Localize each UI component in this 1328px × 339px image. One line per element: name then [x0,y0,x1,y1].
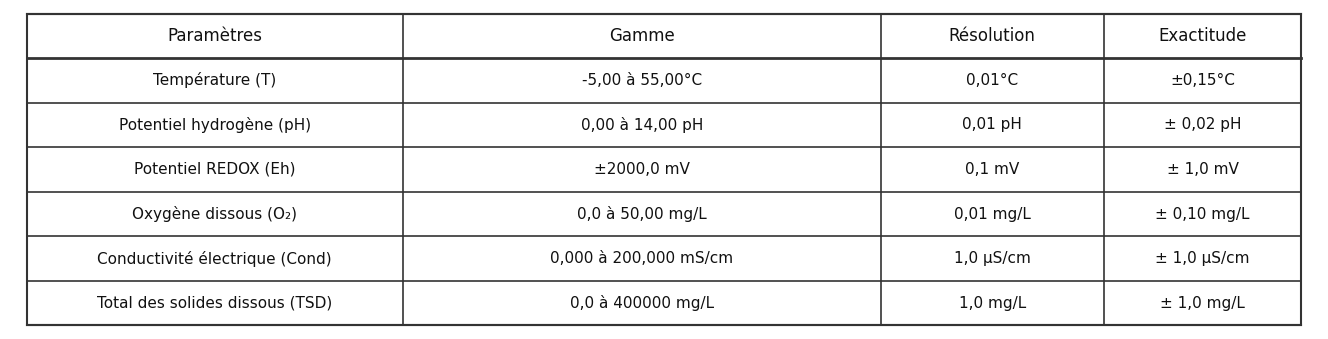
Text: ± 1,0 mV: ± 1,0 mV [1167,162,1239,177]
Text: ± 0,02 pH: ± 0,02 pH [1163,117,1242,133]
Text: 0,0 à 400000 mg/L: 0,0 à 400000 mg/L [570,295,713,311]
Text: ± 0,10 mg/L: ± 0,10 mg/L [1155,206,1250,222]
Text: 0,000 à 200,000 mS/cm: 0,000 à 200,000 mS/cm [550,251,733,266]
Text: Total des solides dissous (TSD): Total des solides dissous (TSD) [97,296,332,311]
Text: Gamme: Gamme [608,27,675,45]
Text: ± 1,0 mg/L: ± 1,0 mg/L [1161,296,1246,311]
Text: 0,1 mV: 0,1 mV [965,162,1020,177]
Text: 0,00 à 14,00 pH: 0,00 à 14,00 pH [580,117,703,133]
Text: 1,0 mg/L: 1,0 mg/L [959,296,1027,311]
Text: 0,01°C: 0,01°C [967,73,1019,88]
Text: 0,0 à 50,00 mg/L: 0,0 à 50,00 mg/L [576,206,706,222]
Text: Résolution: Résolution [948,27,1036,45]
Text: Oxygène dissous (O₂): Oxygène dissous (O₂) [131,206,297,222]
Text: Température (T): Température (T) [153,73,276,88]
Text: ± 1,0 μS/cm: ± 1,0 μS/cm [1155,251,1250,266]
Text: Paramètres: Paramètres [167,27,262,45]
Text: ±0,15°C: ±0,15°C [1170,73,1235,88]
Text: 1,0 μS/cm: 1,0 μS/cm [954,251,1031,266]
Text: -5,00 à 55,00°C: -5,00 à 55,00°C [582,73,701,88]
Text: 0,01 pH: 0,01 pH [963,117,1023,133]
Text: 0,01 mg/L: 0,01 mg/L [954,206,1031,222]
Text: Potentiel hydrogène (pH): Potentiel hydrogène (pH) [118,117,311,133]
Text: Exactitude: Exactitude [1158,27,1247,45]
Text: ±2000,0 mV: ±2000,0 mV [594,162,689,177]
Text: Conductivité électrique (Cond): Conductivité électrique (Cond) [97,251,332,266]
Text: Potentiel REDOX (Eh): Potentiel REDOX (Eh) [134,162,295,177]
